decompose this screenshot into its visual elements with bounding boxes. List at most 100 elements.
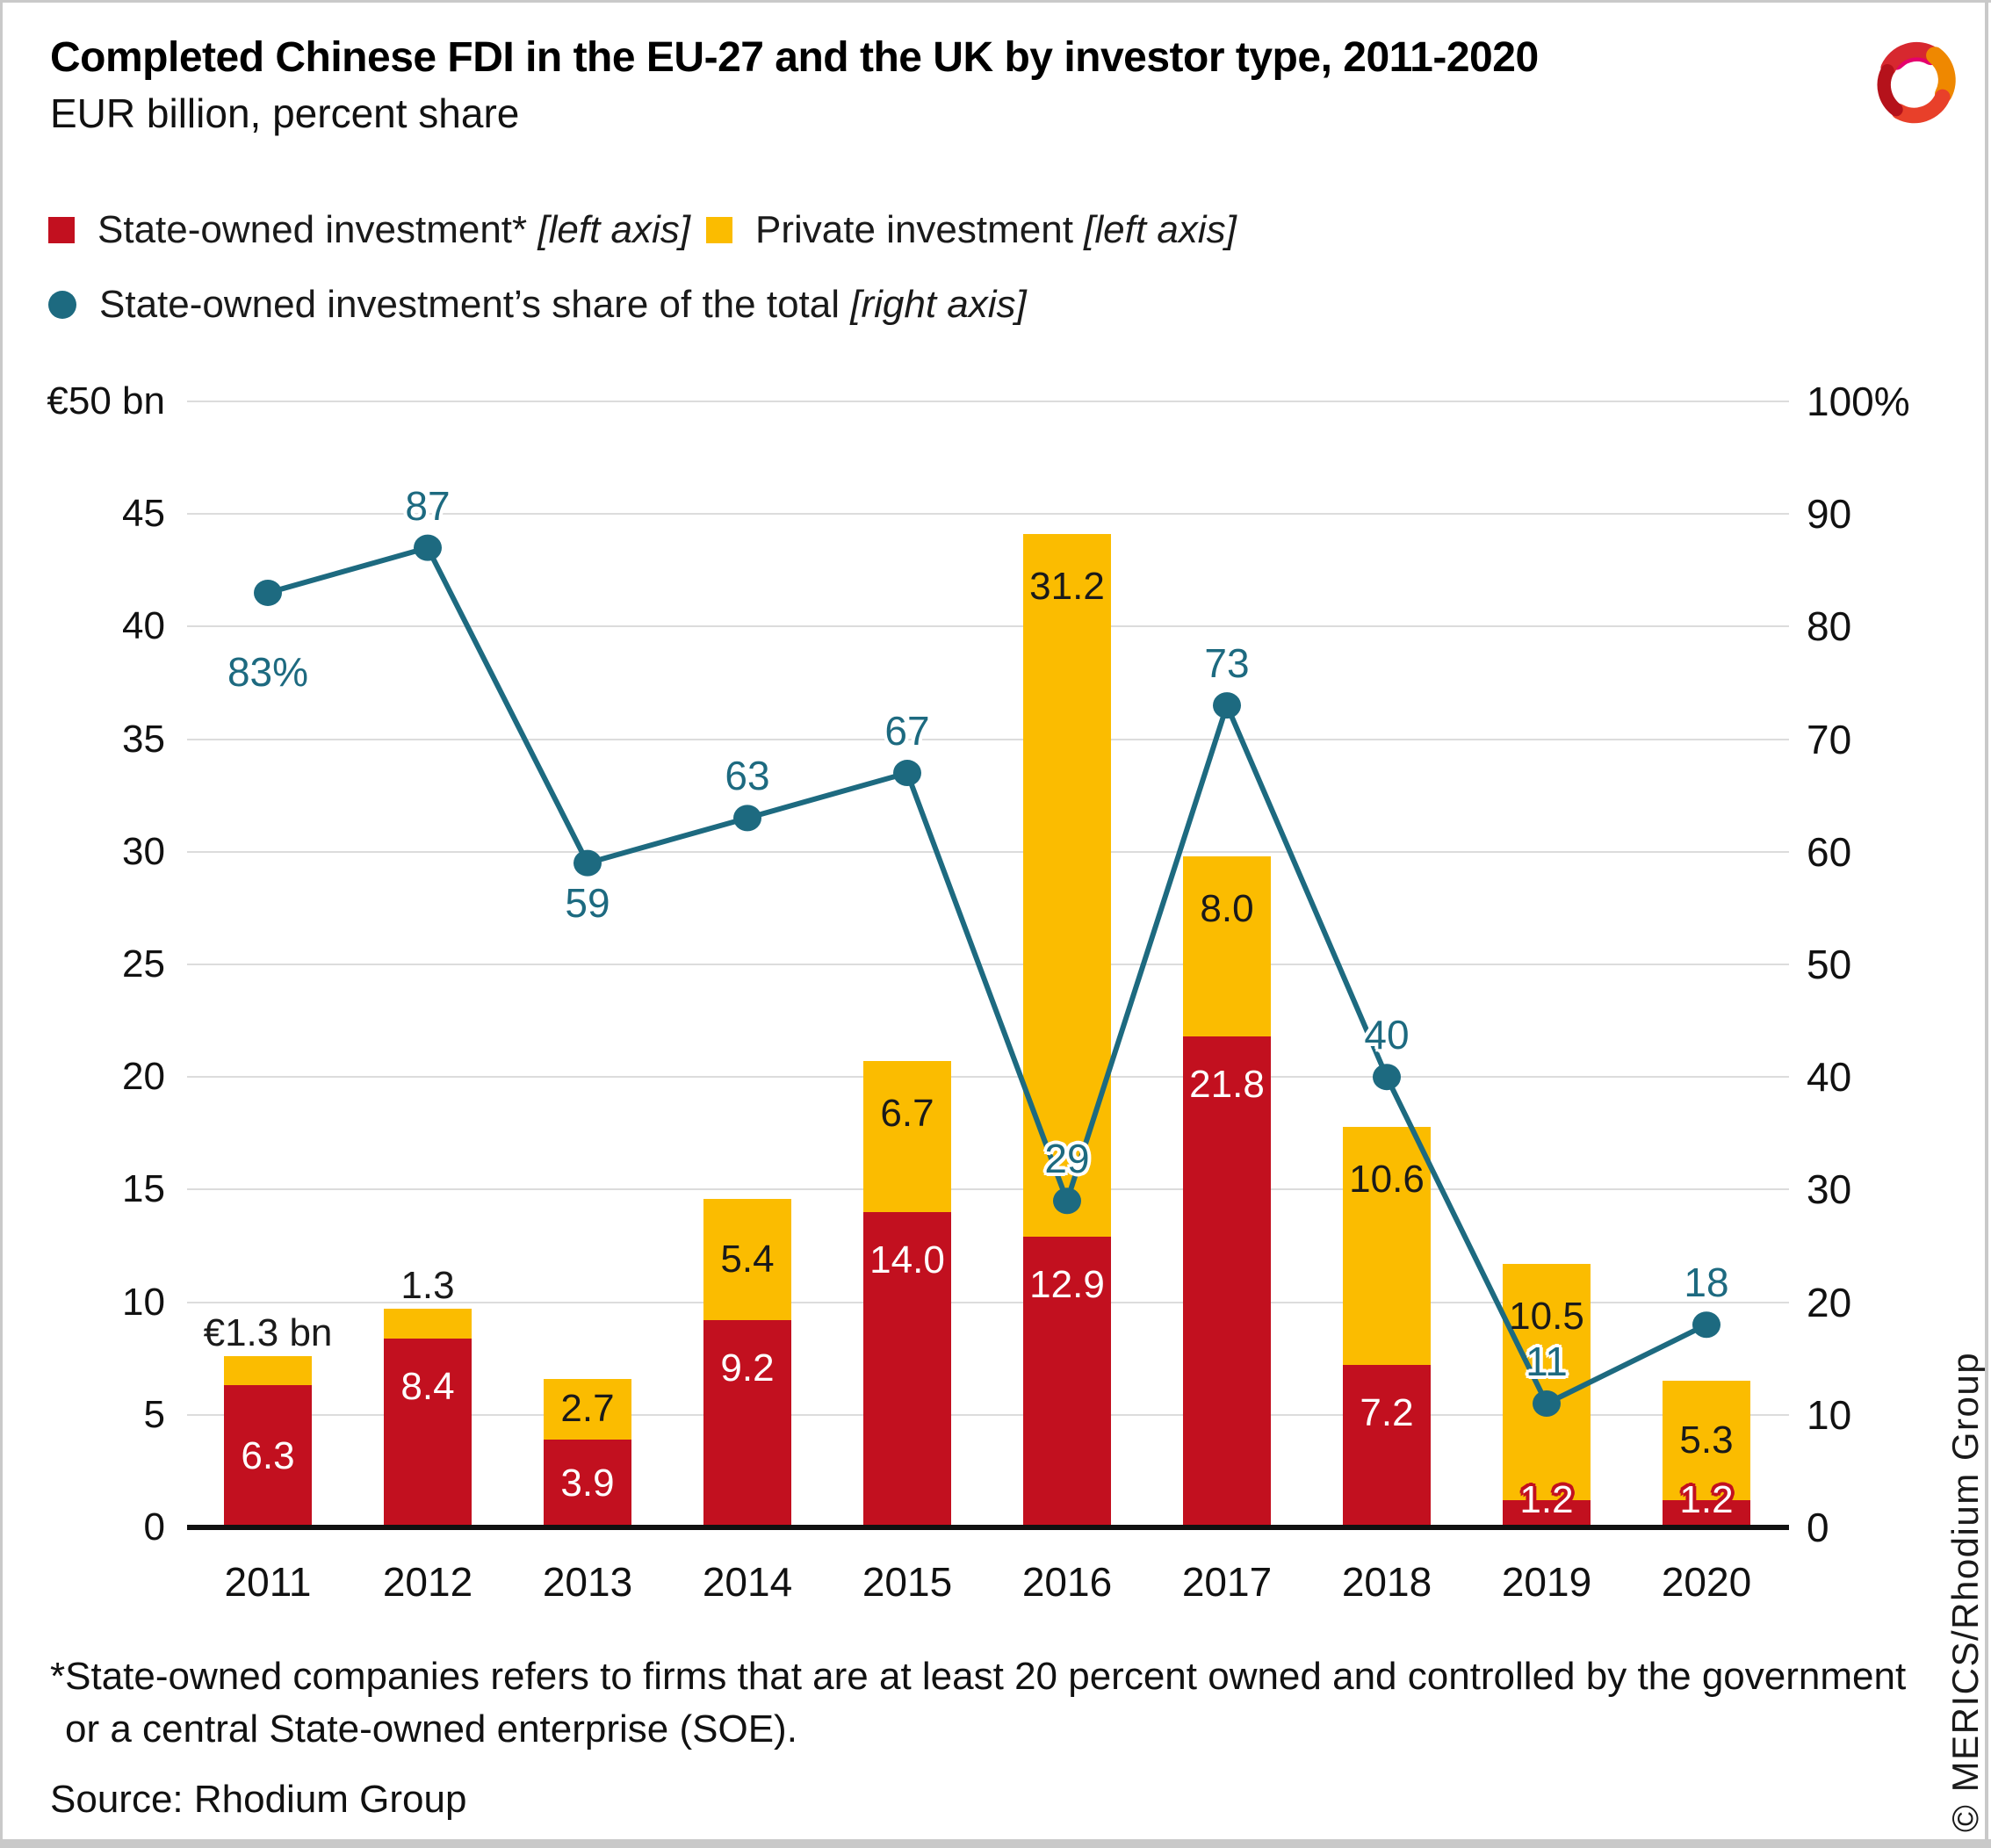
bar-private-2015 xyxy=(863,1061,951,1213)
right-axis-tick: 80 xyxy=(1807,603,1852,650)
share-value-2016: 29 xyxy=(1044,1136,1090,1182)
source-note: Source: Rhodium Group xyxy=(50,1778,467,1821)
private-swatch-icon xyxy=(706,217,732,243)
right-axis-tick: 40 xyxy=(1807,1054,1852,1101)
bar-state-2020 xyxy=(1663,1500,1750,1527)
share-value-2017: 73 xyxy=(1204,640,1250,687)
x-axis-label-2012: 2012 xyxy=(382,1559,473,1605)
grid-line xyxy=(187,401,1789,402)
trend-dot-2013 xyxy=(573,849,602,877)
legend-item-private: Private investment [left axis] xyxy=(706,209,1237,251)
share-value-2012: 87 xyxy=(405,482,451,529)
x-axis-label-2017: 2017 xyxy=(1181,1559,1273,1605)
footnote-line-2: or a central State-owned enterprise (SOE… xyxy=(65,1707,797,1751)
bar-value-state-2012: 8.4 xyxy=(400,1364,455,1408)
copyright-vertical-text: © MERICS/Rhodium Group xyxy=(1944,1351,1986,1832)
bar-value-private-2019: 10.5 xyxy=(1509,1295,1584,1338)
left-axis-tick: 35 xyxy=(122,717,165,761)
share-dot-swatch-icon xyxy=(48,291,76,319)
frame-border-right xyxy=(1985,0,1988,1848)
bar-value-private-2017: 8.0 xyxy=(1200,886,1254,930)
legend-label: Private investment [left axis] xyxy=(755,208,1237,251)
trend-dot-2015 xyxy=(893,760,921,787)
frame-border-bottom xyxy=(0,1839,1991,1848)
left-axis-tick: 30 xyxy=(122,829,165,873)
legend-label: State-owned investment* [left axis] xyxy=(97,208,691,251)
bar-state-2018 xyxy=(1343,1365,1431,1527)
page-title: Completed Chinese FDI in the EU-27 and t… xyxy=(50,34,1539,81)
share-value-2020: 18 xyxy=(1684,1260,1729,1306)
bar-value-state-2017: 21.8 xyxy=(1189,1063,1265,1107)
bar-value-state-2011: 6.3 xyxy=(241,1434,295,1478)
bar-private-2012 xyxy=(384,1309,472,1339)
left-axis-tick: 0 xyxy=(143,1505,165,1548)
bar-private-2017 xyxy=(1183,855,1271,1037)
legend-item-share-line: State-owned investment’s share of the to… xyxy=(48,284,1027,326)
state-owned-swatch-icon xyxy=(48,217,75,243)
trend-dot-2014 xyxy=(733,805,761,832)
bar-value-private-2014: 5.4 xyxy=(720,1237,775,1281)
trend-dot-2020 xyxy=(1692,1311,1720,1339)
bar-state-2013 xyxy=(544,1440,631,1527)
x-axis-label-2018: 2018 xyxy=(1341,1559,1432,1605)
x-axis-baseline xyxy=(187,1525,1789,1530)
right-axis-tick: 50 xyxy=(1807,942,1852,987)
right-axis-tick: 0 xyxy=(1807,1505,1829,1550)
right-axis-tick: 10 xyxy=(1807,1391,1852,1438)
bar-value-private-2013: 2.7 xyxy=(560,1387,615,1431)
x-axis-label-2011: 2011 xyxy=(224,1559,312,1605)
grid-line xyxy=(187,1413,1789,1416)
grid-line xyxy=(187,738,1789,740)
page-subtitle: EUR billion, percent share xyxy=(50,90,520,136)
bar-value-private-2020: 5.3 xyxy=(1679,1418,1734,1462)
bar-value-state-2020: 1.2 xyxy=(1679,1478,1734,1522)
x-axis-label-2013: 2013 xyxy=(542,1559,633,1605)
grid-line xyxy=(187,1188,1789,1191)
x-axis-label-2016: 2016 xyxy=(1021,1559,1113,1605)
left-axis-tick: 15 xyxy=(122,1167,165,1211)
bar-state-2017 xyxy=(1183,1036,1271,1527)
right-axis-tick: 90 xyxy=(1807,491,1852,538)
grid-line xyxy=(187,964,1789,965)
bar-value-state-2018: 7.2 xyxy=(1360,1391,1414,1435)
left-axis-tick: 20 xyxy=(122,1055,165,1099)
bar-value-state-2016: 12.9 xyxy=(1029,1263,1105,1307)
share-value-2018: 40 xyxy=(1364,1012,1410,1058)
grid-line xyxy=(187,513,1789,516)
share-value-2015: 67 xyxy=(884,708,930,754)
share-value-2011: 83% xyxy=(227,648,309,695)
grid-line xyxy=(187,1076,1789,1079)
trend-dot-2017 xyxy=(1213,692,1241,719)
left-axis-tick: 5 xyxy=(143,1392,165,1436)
bar-value-private-2011: €1.3 bn xyxy=(203,1311,333,1355)
right-axis-tick: 60 xyxy=(1807,828,1852,875)
right-axis-tick: 100% xyxy=(1807,379,1910,424)
merics-logo-icon xyxy=(1877,41,1956,124)
grid-line xyxy=(187,850,1789,853)
share-value-2013: 59 xyxy=(565,879,610,926)
bar-value-state-2014: 9.2 xyxy=(720,1346,775,1390)
bar-value-state-2015: 14.0 xyxy=(869,1238,945,1282)
legend-label: State-owned investment’s share of the to… xyxy=(99,283,1027,326)
bar-private-2016 xyxy=(1023,534,1111,1238)
left-axis-tick: 40 xyxy=(122,604,165,648)
legend-item-state-owned: State-owned investment* [left axis] xyxy=(48,209,690,251)
x-axis-label-2019: 2019 xyxy=(1501,1559,1592,1605)
x-axis-label-2020: 2020 xyxy=(1661,1559,1752,1605)
frame-border-top xyxy=(0,0,1991,3)
grid-line xyxy=(187,625,1789,628)
right-axis-tick: 70 xyxy=(1807,716,1852,762)
bar-value-private-2015: 6.7 xyxy=(880,1092,934,1136)
trend-dot-2011 xyxy=(254,579,282,606)
share-value-2014: 63 xyxy=(725,753,770,799)
share-value-2019: 11 xyxy=(1526,1338,1568,1384)
bar-state-2011 xyxy=(224,1385,312,1527)
x-axis-label-2015: 2015 xyxy=(862,1559,953,1605)
right-axis-tick: 20 xyxy=(1807,1279,1852,1325)
bar-value-private-2016: 31.2 xyxy=(1029,565,1105,609)
bar-value-state-2013: 3.9 xyxy=(560,1462,615,1505)
bar-value-state-2019: 1.2 xyxy=(1519,1478,1574,1522)
x-axis-label-2014: 2014 xyxy=(702,1559,793,1605)
footnote-line-1: *State-owned companies refers to firms t… xyxy=(50,1655,1907,1698)
